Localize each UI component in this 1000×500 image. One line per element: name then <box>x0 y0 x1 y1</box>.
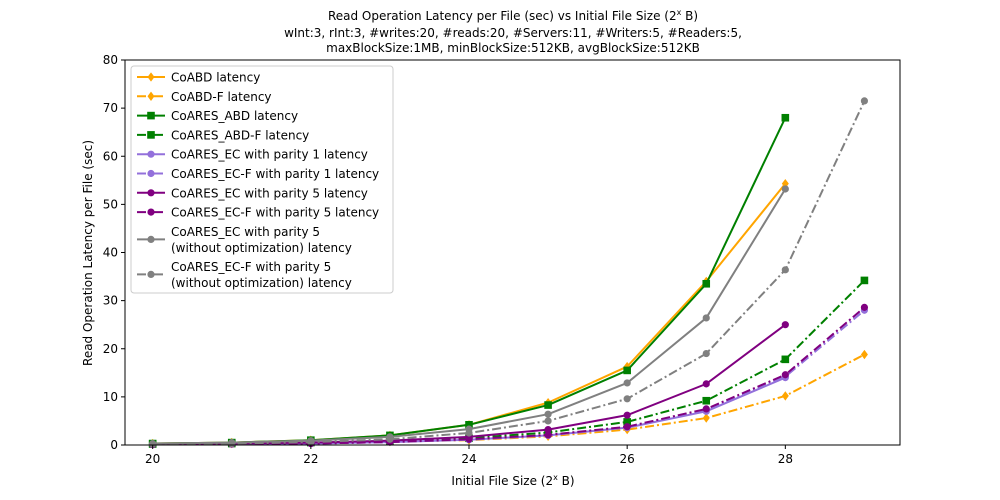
legend-marker <box>147 235 155 243</box>
legend-item-coares-abd-f: CoARES_ABD-F latency <box>137 128 309 142</box>
x-tick-label: 20 <box>145 452 160 466</box>
legend-item-coares-abd: CoARES_ABD latency <box>137 109 298 123</box>
data-point <box>702 380 710 388</box>
legend-marker <box>147 131 155 139</box>
legend-item-coares-ec-p5-noopt: CoARES_EC with parity 5 (without optimiza… <box>137 225 352 255</box>
series-line <box>152 309 866 446</box>
data-point <box>544 410 552 418</box>
series-line <box>152 353 865 446</box>
legend: CoABD latency CoABD-F latency CoARES_ABD l… <box>130 65 394 294</box>
legend-label: CoABD latency <box>171 71 260 85</box>
legend-box <box>130 65 394 294</box>
data-point <box>702 413 710 423</box>
legend-label: CoARES_EC with parity 5 latency <box>171 186 368 200</box>
legend-item-coabd-f: CoABD-F latency <box>137 90 272 104</box>
legend-label: CoARES_EC-F with parity 1 latency <box>171 167 379 181</box>
legend-item-coares-ec-f-p1: CoARES_EC-F with parity 1 latency <box>137 167 379 181</box>
data-point <box>544 431 552 439</box>
series-line <box>152 306 866 446</box>
y-tick-label: 30 <box>103 294 118 308</box>
x-tick-label: 24 <box>461 452 476 466</box>
data-point <box>702 405 710 413</box>
y-tick-label: 40 <box>103 246 118 260</box>
data-point <box>860 97 869 105</box>
legend-label: CoARES_EC with parity 1 latency <box>171 148 368 162</box>
legend-item-coares-ec-p1: CoARES_EC with parity 1 latency <box>137 148 368 162</box>
legend-marker <box>147 169 155 178</box>
legend-label: CoABD-F latency <box>171 90 272 104</box>
data-point <box>702 396 711 405</box>
legend-marker <box>147 111 155 120</box>
data-point <box>623 366 631 375</box>
x-tick-label: 26 <box>620 452 635 466</box>
title-line-3: maxBlockSize:1MB, minBlockSize:512KB, av… <box>326 41 700 55</box>
data-point <box>781 113 790 122</box>
legend-label: CoARES_EC-F with parity 5 (without optimi… <box>171 260 352 290</box>
series-layer <box>148 97 869 449</box>
data-point <box>781 355 790 364</box>
legend-item-coares-ec-p5: CoARES_EC with parity 5 latency <box>137 186 368 200</box>
data-point <box>702 314 710 322</box>
data-point <box>465 435 473 443</box>
y-tick-label: 70 <box>103 101 118 115</box>
data-point <box>860 303 869 311</box>
data-point <box>544 417 552 425</box>
legend-item-coares-ec-f-p5: CoARES_EC-F with parity 5 latency <box>137 206 379 220</box>
data-point <box>228 439 236 448</box>
y-tick-label: 80 <box>103 53 118 67</box>
legend-marker <box>147 91 155 101</box>
x-tick-label: 22 <box>303 452 318 466</box>
legend-marker <box>147 150 155 158</box>
data-point <box>860 276 869 285</box>
chart-title: Read Operation Latency per File (sec) vs… <box>284 8 742 55</box>
data-point <box>781 266 789 274</box>
data-point <box>702 349 710 358</box>
data-point <box>702 279 711 288</box>
data-point <box>623 411 631 419</box>
data-point <box>623 395 631 403</box>
y-tick-label: 10 <box>103 390 118 404</box>
legend-item-coares-ec-f-p5-noopt: CoARES_EC-F with parity 5 (without optimi… <box>137 260 352 290</box>
legend-marker <box>147 189 155 197</box>
axes: 20 22 24 26 28 0 10 20 30 40 50 60 70 80 <box>103 53 901 466</box>
data-point <box>860 349 868 360</box>
legend-marker <box>147 208 155 216</box>
legend-label: CoARES_EC with parity 5 (without optimiza… <box>171 225 352 255</box>
title-line-1: Read Operation Latency per File (sec) vs… <box>328 8 698 23</box>
data-point <box>623 379 631 387</box>
legend-label: CoARES_EC-F with parity 5 latency <box>171 206 379 220</box>
legend-item-coabd: CoABD latency <box>137 71 260 85</box>
data-point <box>781 321 789 329</box>
legend-marker <box>147 72 155 82</box>
data-point <box>781 371 789 379</box>
data-point <box>781 185 789 193</box>
legend-marker <box>147 270 155 278</box>
x-axis-label: Initial File Size (2x B) <box>451 473 574 488</box>
y-tick-label: 50 <box>103 197 118 211</box>
data-point <box>623 423 631 431</box>
data-point <box>781 391 789 401</box>
y-tick-label: 0 <box>110 438 118 452</box>
y-tick-label: 20 <box>103 342 118 356</box>
data-point <box>386 435 394 443</box>
data-point <box>307 438 315 446</box>
y-tick-label: 60 <box>103 149 118 163</box>
data-point <box>465 429 473 437</box>
legend-label: CoARES_ABD-F latency <box>171 128 309 142</box>
series-line <box>152 279 866 446</box>
title-line-2: wInt:3, rInt:3, #writes:20, #reads:20, #… <box>284 26 742 40</box>
y-axis-label: Read Operation Latency per File (sec) <box>81 140 95 366</box>
data-point <box>544 401 552 409</box>
legend-label: CoARES_ABD latency <box>171 109 298 123</box>
x-tick-label: 28 <box>778 452 793 466</box>
